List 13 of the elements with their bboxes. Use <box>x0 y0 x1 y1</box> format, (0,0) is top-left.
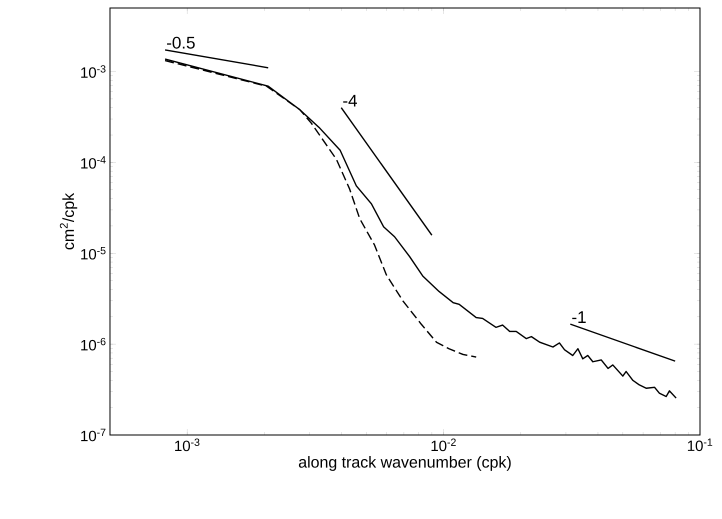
annotation: -0.5 <box>167 36 195 49</box>
y-tick-label: 10$^{-4}$ <box>81 156 106 169</box>
x-axis-title: along track wavenumber (cpk) <box>298 456 511 471</box>
annotation: -4 <box>343 94 358 106</box>
y-tick-label: 10$^{-6}$ <box>81 338 106 350</box>
y-tick-label: 10$^{-3}$ <box>81 65 106 78</box>
x-tick-label: 10$^{-2}$ <box>432 438 456 452</box>
x-tick-label: 10$^{-1}$ <box>688 438 712 452</box>
y-axis-title: cm$^{2}$/cpk <box>60 192 78 250</box>
x-tick-label: 10$^{-3}$ <box>175 438 200 452</box>
annotation: -1 <box>572 311 586 323</box>
y-tick-label: 10$^{-5}$ <box>81 246 106 260</box>
y-tick-label: 10$^{-7}$ <box>81 428 106 442</box>
